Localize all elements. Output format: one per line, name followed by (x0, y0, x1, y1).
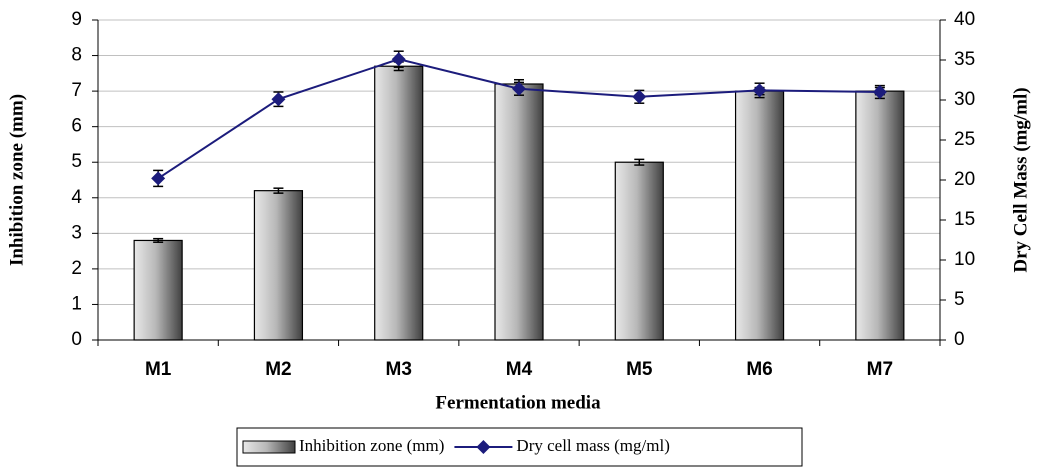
x-axis-title: Fermentation media (435, 392, 601, 413)
y-tick-label: 1 (71, 293, 82, 314)
y2-tick-label: 25 (954, 129, 975, 150)
y-tick-label: 5 (71, 151, 82, 172)
bar (855, 90, 905, 341)
y-tick-label: 0 (71, 329, 82, 350)
marker (512, 81, 526, 96)
bar (614, 161, 664, 341)
y2-axis-title: Dry Cell Mass (mg/ml) (1010, 87, 1031, 272)
x-tick-label: M6 (746, 359, 772, 380)
bar-error (273, 187, 284, 194)
bar-error (153, 237, 164, 243)
y-tick-label: 2 (71, 258, 82, 279)
y2-tick-label: 0 (954, 329, 965, 350)
x-tick-label: M3 (386, 359, 412, 380)
x-tick-label: M1 (145, 359, 172, 380)
legend-label: Inhibition zone (mm) (299, 436, 444, 455)
y2-tick-label: 20 (954, 169, 975, 190)
x-tick-label: M4 (506, 359, 533, 380)
bar (253, 190, 304, 341)
y2-tick-label: 15 (954, 209, 975, 230)
bar (494, 83, 544, 341)
x-tick-label: M2 (265, 359, 291, 380)
bar-error (634, 158, 645, 166)
legend-box (236, 427, 803, 467)
y-tick-label: 3 (71, 222, 82, 243)
y2-tick-label: 40 (954, 9, 975, 30)
legend-marker (476, 440, 491, 454)
marker (752, 83, 767, 98)
marker (271, 92, 286, 107)
legend-label: Dry cell mass (mg/ml) (516, 436, 669, 455)
marker (391, 52, 406, 67)
x-tick-label: M5 (626, 359, 653, 380)
y-tick-label: 8 (71, 45, 82, 66)
y2-tick-label: 30 (954, 89, 975, 110)
y2-tick-label: 35 (954, 49, 975, 70)
bar (133, 239, 183, 341)
y-axis-title: Inhibition zone (mm) (6, 94, 27, 266)
marker (872, 85, 887, 99)
marker (151, 171, 166, 186)
y-tick-label: 6 (71, 116, 82, 137)
y2-tick-label: 5 (954, 289, 965, 310)
legend-swatch (242, 440, 296, 454)
marker (632, 89, 647, 104)
y-tick-label: 7 (71, 80, 82, 101)
y-tick-label: 4 (71, 187, 82, 208)
bar (734, 90, 785, 341)
bar (374, 65, 424, 341)
y2-tick-label: 10 (954, 249, 975, 270)
y-tick-label: 9 (71, 9, 82, 30)
x-tick-label: M7 (867, 359, 893, 380)
